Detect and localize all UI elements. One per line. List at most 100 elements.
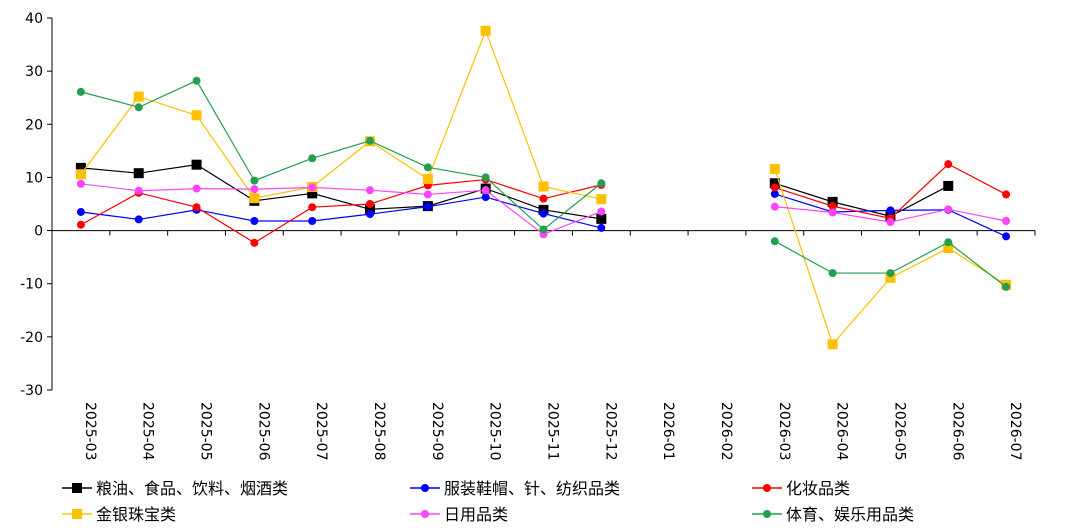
- data-point: [134, 215, 143, 224]
- data-point: [307, 188, 318, 199]
- data-point: [249, 193, 260, 204]
- y-tick-label: -20: [20, 330, 43, 346]
- legend-marker: [763, 510, 771, 518]
- data-point: [597, 207, 606, 216]
- data-point: [828, 202, 837, 211]
- legend-item: 体育、娱乐用品类: [752, 505, 914, 524]
- legend-label: 化妆品类: [786, 479, 850, 498]
- legend-marker: [763, 484, 771, 492]
- series-layer: [75, 25, 1012, 350]
- data-point: [308, 217, 317, 226]
- axes: -30 -20 -10 0 10 20 30 40 2025-03 2025-04 2025-05 2…: [20, 11, 1036, 461]
- series-3: [75, 25, 1012, 350]
- data-point: [250, 185, 259, 194]
- y-tick-label: 0: [34, 224, 43, 240]
- data-point: [539, 209, 548, 218]
- data-point: [944, 238, 953, 247]
- data-point: [885, 272, 896, 283]
- y-tick-label: 40: [25, 11, 43, 27]
- x-tick-label: 2025-07: [313, 402, 329, 461]
- data-point: [365, 204, 376, 215]
- data-point: [770, 237, 779, 246]
- x-tick-label: 2026-03: [776, 402, 792, 461]
- data-point: [423, 202, 432, 211]
- data-point: [538, 181, 549, 192]
- x-tick-label: 2025-03: [82, 402, 98, 461]
- legend-item: 服装鞋帽、针、纺织品类: [410, 479, 620, 498]
- data-point: [308, 203, 317, 212]
- data-point: [886, 218, 895, 227]
- x-tick-label: 2025-05: [198, 402, 214, 461]
- data-point: [944, 205, 953, 214]
- data-point: [308, 183, 317, 192]
- series-line: [80, 196, 602, 229]
- x-tick-label: 2025-09: [429, 402, 445, 461]
- data-point: [76, 220, 85, 229]
- data-point: [192, 184, 201, 193]
- data-point: [366, 136, 375, 145]
- legend-label: 日用品类: [444, 505, 508, 524]
- x-tick-label: 2026-06: [949, 402, 965, 461]
- data-point: [944, 160, 953, 169]
- data-point: [769, 178, 780, 189]
- data-point: [539, 194, 548, 203]
- series-line: [80, 164, 602, 220]
- data-point: [76, 179, 85, 188]
- data-point: [192, 76, 201, 85]
- legend-marker: [72, 509, 82, 519]
- data-point: [133, 91, 144, 102]
- data-point: [76, 207, 85, 216]
- data-point: [191, 159, 202, 170]
- series-line: [80, 29, 602, 200]
- legend-item: 化妆品类: [752, 479, 850, 498]
- data-point: [250, 217, 259, 226]
- data-point: [827, 339, 838, 350]
- data-point: [596, 194, 607, 205]
- data-point: [133, 168, 144, 179]
- legend-marker: [421, 484, 429, 492]
- data-point: [770, 183, 779, 192]
- legend-item: 日用品类: [410, 505, 508, 524]
- data-point: [943, 180, 954, 191]
- data-point: [886, 206, 895, 215]
- x-tick-label: 2025-08: [371, 402, 387, 461]
- data-point: [481, 173, 490, 182]
- legend-marker: [421, 510, 429, 518]
- series-line: [80, 183, 602, 235]
- data-point: [943, 243, 954, 254]
- x-tick-label: 2025-06: [255, 402, 271, 461]
- series-line: [80, 178, 602, 244]
- data-point: [1002, 217, 1011, 226]
- y-tick-label: 20: [25, 117, 43, 133]
- x-tick-label: 2025-11: [545, 402, 561, 461]
- data-point: [308, 154, 317, 163]
- x-tick-label: 2026-07: [1007, 402, 1023, 461]
- legend-item: 金银珠宝类: [62, 505, 176, 524]
- series-line: [774, 182, 949, 217]
- data-point: [423, 190, 432, 199]
- data-point: [422, 174, 433, 185]
- legend-label: 服装鞋帽、针、纺织品类: [444, 479, 620, 498]
- data-point: [366, 186, 375, 195]
- data-point: [366, 210, 375, 219]
- x-tick-label: 2026-01: [660, 402, 676, 461]
- data-point: [250, 176, 259, 185]
- legend-label: 金银珠宝类: [96, 505, 176, 524]
- data-point: [481, 186, 490, 195]
- data-point: [366, 200, 375, 208]
- y-tick-label: -30: [20, 383, 43, 399]
- data-point: [481, 193, 490, 202]
- data-point: [1002, 282, 1011, 291]
- series-4: [76, 179, 1011, 239]
- data-point: [827, 196, 838, 207]
- x-tick-label: 2026-02: [718, 402, 734, 461]
- data-point: [134, 186, 143, 195]
- data-point: [769, 163, 780, 174]
- data-point: [250, 238, 259, 247]
- legend-item: 粮油、食品、饮料、烟酒类: [62, 479, 288, 498]
- y-tick-label: 30: [25, 64, 43, 80]
- data-point: [192, 203, 201, 212]
